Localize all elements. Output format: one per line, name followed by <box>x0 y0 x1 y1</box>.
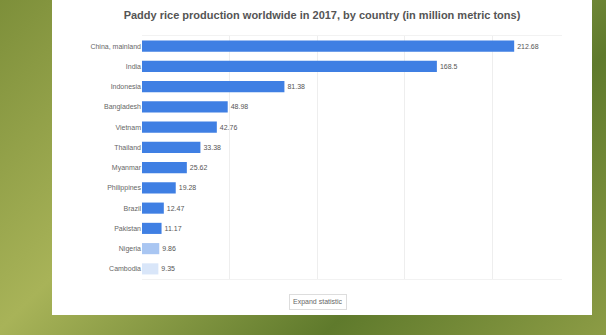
svg-text:Bangladesh: Bangladesh <box>104 103 141 111</box>
svg-text:33.38: 33.38 <box>203 144 221 151</box>
svg-text:19.28: 19.28 <box>179 184 197 191</box>
svg-text:9.35: 9.35 <box>161 265 175 272</box>
svg-text:Paddy rice production worldwid: Paddy rice production worldwide in 2017,… <box>124 9 521 21</box>
svg-text:Brazil: Brazil <box>123 205 141 212</box>
svg-text:12.47: 12.47 <box>167 205 185 212</box>
svg-text:Nigeria: Nigeria <box>119 245 141 253</box>
svg-text:212.68: 212.68 <box>517 43 539 50</box>
svg-text:Myanmar: Myanmar <box>112 164 142 172</box>
svg-text:India: India <box>126 63 141 70</box>
svg-text:168.5: 168.5 <box>440 63 458 70</box>
svg-text:48.98: 48.98 <box>231 103 249 110</box>
svg-text:11.17: 11.17 <box>165 225 182 232</box>
svg-text:Vietnam: Vietnam <box>115 124 141 131</box>
svg-text:42.76: 42.76 <box>220 124 238 131</box>
svg-text:Indonesia: Indonesia <box>111 83 141 90</box>
svg-text:81.38: 81.38 <box>287 83 305 90</box>
svg-text:China, mainland: China, mainland <box>90 43 141 50</box>
svg-text:9.86: 9.86 <box>162 245 176 252</box>
svg-text:Pakistan: Pakistan <box>114 225 141 232</box>
svg-text:25.62: 25.62 <box>190 164 208 171</box>
svg-text:Expand statistic: Expand statistic <box>293 298 343 306</box>
svg-text:Thailand: Thailand <box>114 144 141 151</box>
svg-text:Philippines: Philippines <box>107 184 141 192</box>
svg-text:Cambodia: Cambodia <box>109 265 141 272</box>
